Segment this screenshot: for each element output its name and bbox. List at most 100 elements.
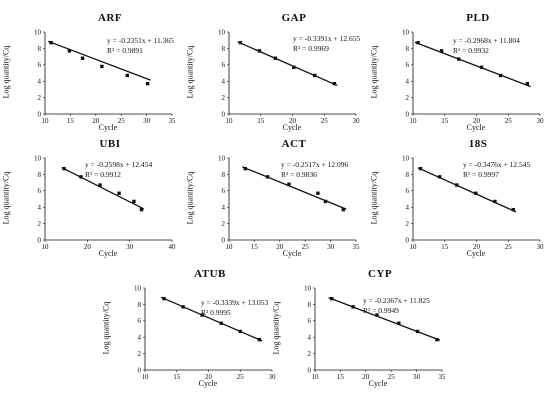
chart-panel-act: 0 2 4 6 8 10 10 15 20 25 30 35 ACT Log quantity/Cq …	[186, 138, 361, 268]
chart-plot: 0 2 4 6 8 10 10 15 20 25 30 35	[218, 154, 360, 251]
x-tick-label: 20	[473, 243, 481, 251]
data-point	[330, 296, 334, 301]
x-tick-label: 30	[327, 243, 335, 251]
x-axis-label: Cycle	[98, 123, 118, 132]
chart-title: ATUB	[194, 268, 226, 280]
y-tick-label: 8	[222, 171, 226, 179]
chart-plot: 0 2 4 6 8 10 10 15 20 25 30	[402, 154, 544, 251]
y-tick-label: 4	[308, 334, 312, 342]
trend-line	[47, 40, 151, 81]
y-tick-label: 4	[38, 204, 42, 212]
y-tick-label: 4	[406, 78, 410, 86]
x-axis-label: Cycle	[466, 123, 486, 132]
x-tick-label: 10	[142, 373, 150, 381]
data-point	[439, 49, 444, 53]
chart-plot: 0 2 4 6 8 10 10 15 20 25 30 35	[304, 284, 446, 381]
chart-title: 18S	[468, 138, 488, 150]
data-point	[67, 49, 72, 53]
trend-line	[237, 41, 338, 87]
x-tick-label: 25	[505, 117, 513, 125]
x-tick-label: 10	[42, 243, 50, 251]
x-tick-label: 20	[92, 117, 100, 125]
y-axis-label: Log quantity/Cq	[1, 45, 11, 99]
data-point	[316, 191, 320, 195]
trend-line	[160, 296, 263, 342]
y-tick-label: 10	[218, 28, 226, 36]
y-tick-label: 2	[406, 220, 410, 228]
y-tick-label: 0	[38, 110, 42, 118]
y-axis-label: Log quantity/Cq	[185, 171, 195, 225]
y-tick-label: 8	[406, 45, 410, 53]
y-tick-label: 6	[38, 187, 42, 195]
x-tick-label: 25	[118, 117, 126, 125]
y-tick-label: 10	[304, 284, 312, 292]
regression-equation: y = -0.2598x + 12.454 R² = 0.9912	[85, 160, 153, 179]
y-tick-label: 8	[308, 301, 312, 309]
regression-equation: y = -0.2968x + 11.804 R² = 0.9932	[453, 36, 520, 55]
x-tick-label: 15	[67, 117, 75, 125]
y-tick-label: 2	[38, 220, 42, 228]
chart-panel-atub: 0 2 4 6 8 10 10 15 20 25 30 ATUB Log quantity/Cq y…	[102, 268, 277, 398]
y-axis-label: Log quantity/Cq	[1, 171, 11, 225]
chart-plot: 0 2 4 6 8 10 10 15 20 25 30	[402, 28, 545, 125]
x-tick-label: 30	[413, 373, 421, 381]
y-tick-label: 6	[222, 187, 226, 195]
data-point	[98, 183, 102, 187]
y-axis-label: Log quantity/Cq	[271, 301, 281, 355]
x-tick-label: 20	[362, 373, 370, 381]
data-point	[416, 40, 420, 45]
chart-title: UBI	[99, 138, 121, 150]
data-point	[181, 305, 185, 309]
x-tick-label: 30	[537, 117, 545, 125]
x-tick-label: 10	[42, 117, 50, 125]
data-point	[139, 207, 144, 212]
y-tick-label: 10	[218, 154, 226, 162]
data-point	[265, 175, 270, 179]
data-point	[457, 57, 461, 61]
y-axis-label: Log quantity/Cq	[369, 45, 379, 99]
data-point	[145, 81, 150, 86]
x-tick-label: 15	[251, 243, 259, 251]
data-point	[415, 329, 420, 334]
y-tick-label: 10	[402, 154, 410, 162]
y-tick-label: 8	[138, 301, 142, 309]
x-axis-label: Cycle	[368, 379, 388, 388]
y-tick-label: 8	[38, 45, 42, 53]
x-tick-label: 20	[473, 117, 481, 125]
x-tick-label: 30	[126, 243, 134, 251]
y-axis-label: Log quantity/Cq	[369, 171, 379, 225]
chart-panel-gap: 0 2 4 6 8 10 10 15 20 25 30 GAP Log quantity/Cq y …	[186, 12, 361, 142]
y-tick-label: 2	[222, 94, 226, 102]
data-point	[243, 166, 247, 171]
data-point	[351, 305, 355, 309]
data-point	[323, 199, 328, 204]
y-tick-label: 6	[308, 317, 312, 325]
chart-title: CYP	[367, 268, 393, 280]
y-tick-label: 10	[34, 154, 42, 162]
x-tick-label: 10	[410, 117, 418, 125]
y-axis-label: Log quantity/Cq	[185, 45, 195, 99]
chart-title: GAP	[281, 12, 307, 24]
y-tick-label: 4	[222, 78, 226, 86]
y-tick-label: 0	[38, 236, 42, 244]
chart-plot: 0 2 4 6 8 10 10 20 30 40	[34, 154, 177, 251]
regression-equation: y = -0.2517x + 12.096 R² = 0.9836	[281, 160, 349, 179]
x-axis-label: Cycle	[98, 249, 118, 258]
trend-line	[328, 297, 441, 341]
data-point	[313, 73, 317, 78]
y-tick-label: 2	[138, 350, 142, 358]
x-tick-label: 10	[312, 373, 320, 381]
data-point	[257, 337, 261, 342]
y-tick-label: 0	[406, 110, 410, 118]
x-tick-label: 30	[143, 117, 151, 125]
regression-equation: y = -0.2367x + 11.825 R² = 0.9949	[363, 296, 430, 315]
regression-equation: y = -0.3339x + 13.053 R² 0.9995	[201, 298, 269, 317]
chart-panel-ubi: 0 2 4 6 8 10 10 20 30 40 UBI Log quantity/Cq y = …	[2, 138, 177, 268]
x-tick-label: 20	[276, 243, 284, 251]
y-tick-label: 4	[406, 204, 410, 212]
chart-plot: 0 2 4 6 8 10 10 15 20 25 30	[218, 28, 360, 125]
x-axis-label: Cycle	[466, 249, 486, 258]
y-tick-label: 10	[402, 28, 410, 36]
x-tick-label: 40	[169, 243, 177, 251]
y-tick-label: 6	[406, 187, 410, 195]
